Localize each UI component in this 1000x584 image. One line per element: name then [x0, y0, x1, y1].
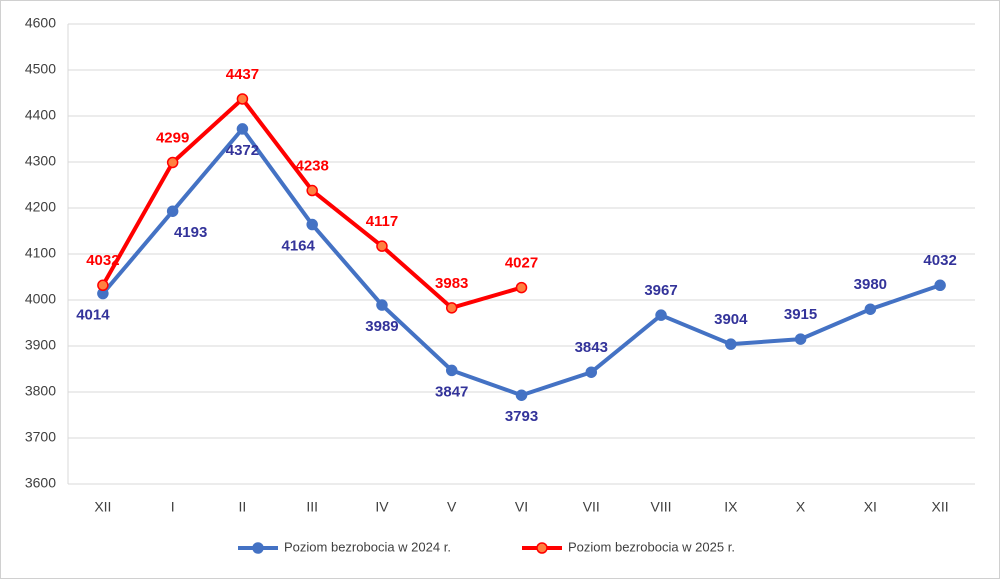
x-tick-label: XII [94, 499, 111, 515]
y-tick-label: 4200 [25, 199, 56, 215]
data-point [585, 366, 598, 378]
x-tick-label: VIII [651, 499, 672, 515]
y-tick-label: 4000 [25, 291, 56, 307]
data-label: 3793 [505, 408, 538, 425]
data-label: 3847 [435, 383, 468, 400]
x-tick-label: VII [583, 499, 600, 515]
data-label: 4164 [282, 238, 316, 255]
data-point [515, 389, 528, 401]
legend-marker [252, 542, 264, 554]
data-point [166, 205, 179, 217]
data-label: 4437 [226, 66, 259, 83]
x-tick-label: V [447, 499, 457, 515]
y-tick-label: 4400 [25, 107, 56, 123]
data-point [864, 303, 877, 315]
data-point [306, 184, 318, 197]
x-tick-label: XII [932, 499, 949, 515]
data-point [306, 218, 318, 231]
y-tick-label: 4500 [25, 61, 56, 77]
data-label: 3843 [575, 339, 608, 356]
data-point [445, 302, 458, 314]
data-point [236, 123, 249, 135]
x-tick-label: III [306, 499, 318, 515]
data-point [445, 364, 458, 377]
legend-label: Poziom bezrobocia w 2024 r. [284, 539, 451, 554]
data-point [376, 240, 388, 252]
x-tick-label: XI [864, 499, 877, 515]
legend-label: Poziom bezrobocia w 2025 r. [568, 539, 735, 554]
data-label: 3989 [365, 318, 398, 335]
data-label: 4193 [174, 224, 207, 241]
data-point [655, 309, 667, 321]
data-label: 4372 [226, 142, 259, 159]
x-tick-label: IX [724, 499, 738, 515]
data-point [934, 279, 946, 292]
data-point [725, 338, 737, 350]
y-tick-label: 4100 [25, 245, 56, 261]
y-tick-label: 3700 [25, 429, 56, 445]
data-label: 3915 [784, 306, 817, 323]
y-tick-label: 4300 [25, 153, 56, 169]
data-point [515, 281, 528, 294]
y-tick-label: 4600 [25, 15, 56, 31]
x-tick-label: X [796, 499, 806, 515]
data-label: 4299 [156, 129, 189, 146]
data-label: 3904 [714, 311, 748, 328]
y-tick-label: 3800 [25, 383, 56, 399]
x-tick-label: VI [515, 499, 528, 515]
x-tick-label: II [239, 499, 247, 515]
legend-marker [536, 542, 548, 554]
y-tick-label: 3600 [25, 475, 56, 491]
data-label: 3967 [644, 282, 677, 299]
data-point [376, 299, 388, 311]
data-point [166, 156, 179, 169]
data-label: 4032 [923, 252, 956, 269]
x-tick-label: I [171, 499, 175, 515]
data-point [97, 279, 109, 292]
data-point [236, 93, 249, 105]
data-label: 3980 [854, 276, 887, 293]
data-label: 4014 [76, 307, 110, 324]
data-label: 4027 [505, 255, 538, 272]
x-tick-label: IV [375, 499, 389, 515]
data-point [794, 333, 807, 345]
data-label: 4238 [296, 157, 329, 174]
y-tick-label: 3900 [25, 337, 56, 353]
data-label: 4117 [366, 213, 399, 230]
data-label: 3983 [435, 275, 468, 292]
data-label: 4032 [86, 252, 119, 269]
